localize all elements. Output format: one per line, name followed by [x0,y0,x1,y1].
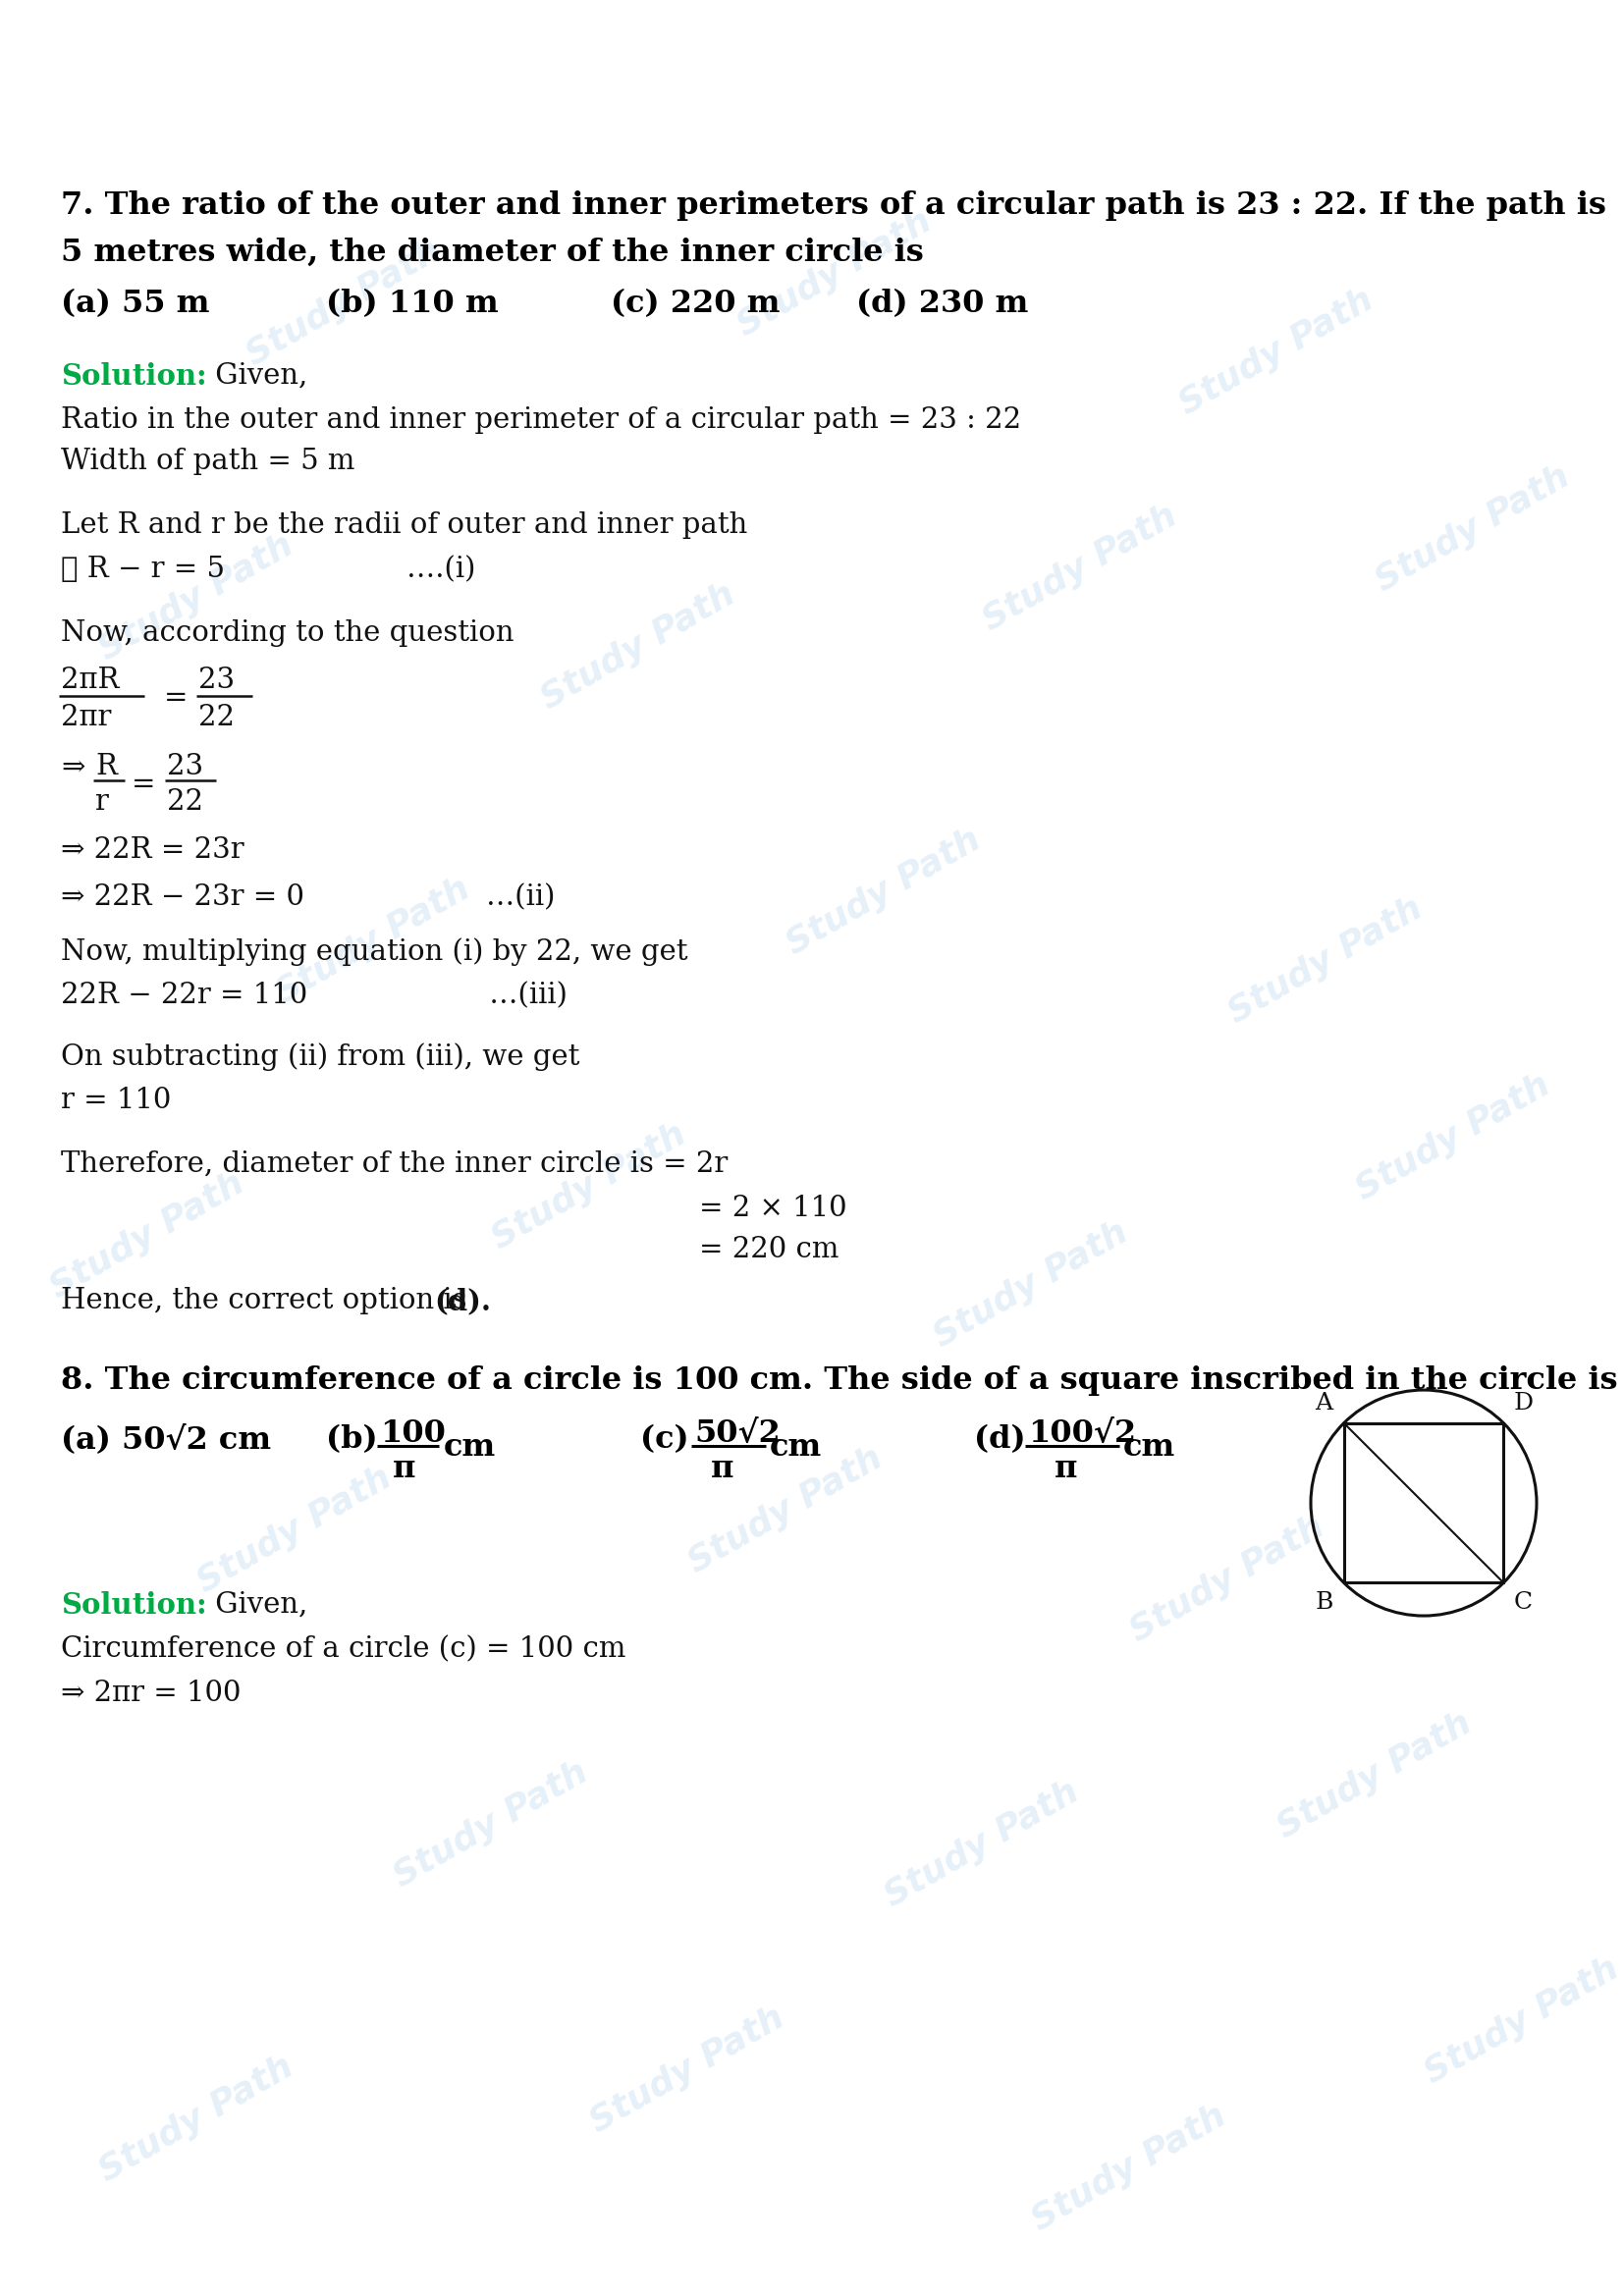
Text: 50√2: 50√2 [693,1419,781,1449]
Text: 2πR: 2πR [60,666,119,693]
Text: 100√2: 100√2 [1028,1419,1137,1449]
Text: Chapter 12: Areas Related to Circles: Chapter 12: Areas Related to Circles [505,122,1119,149]
Text: R: R [96,753,117,781]
Text: cm: cm [770,1433,822,1463]
Text: C: C [1514,1591,1533,1614]
Text: cm: cm [1124,1433,1176,1463]
Text: Hence, the correct option is: Hence, the correct option is [60,1288,476,1313]
Text: π: π [1054,1453,1078,1483]
Text: Study Path: Study Path [44,1166,250,1304]
Text: Study Path: Study Path [26,110,97,124]
Text: 23: 23 [198,666,235,693]
Text: Study Path: Study Path [978,498,1182,638]
Text: Circumference of a circle (c) = 100 cm: Circumference of a circle (c) = 100 cm [60,1635,625,1662]
Text: Study Path: Study Path [270,872,476,1010]
Text: cm: cm [443,1433,495,1463]
Text: 22: 22 [167,788,203,815]
Text: π: π [393,1453,416,1483]
Text: 100: 100 [380,1419,445,1449]
Text: On subtracting (ii) from (iii), we get: On subtracting (ii) from (iii), we get [60,1042,580,1070]
Text: (c): (c) [640,1424,689,1456]
Text: ⇒ 2πr = 100: ⇒ 2πr = 100 [60,1681,240,1708]
Text: Study Path: Study Path [585,2002,791,2140]
Text: (b): (b) [326,1424,378,1456]
Text: Study Path: Study Path [682,1442,888,1580]
Text: Now, multiplying equation (i) by 22, we get: Now, multiplying equation (i) by 22, we … [60,937,689,967]
Text: Study Path: Study Path [1369,459,1575,599]
Text: Study Path: Study Path [240,234,447,372]
Text: A: A [1315,1391,1333,1414]
Text: ⇒: ⇒ [60,753,84,781]
Text: (a) 55 m: (a) 55 m [60,289,209,319]
Text: = 220 cm: = 220 cm [698,1235,840,1263]
Text: π: π [711,1453,734,1483]
Text: Study Path: Study Path [536,579,741,716]
Text: Given,: Given, [206,1591,307,1619]
Text: ⇒ 22R − 23r = 0                    …(ii): ⇒ 22R − 23r = 0 …(ii) [60,884,555,912]
Text: Study Path: Study Path [93,2050,299,2188]
Text: (d): (d) [974,1424,1026,1456]
Text: Study Path: Study Path [1350,1068,1556,1208]
Text: Study Path: Study Path [1419,1952,1624,2089]
Text: Class - 10: Class - 10 [745,28,879,55]
Text: Solution:: Solution: [60,363,206,390]
Text: Study Path: Study Path [192,1460,398,1600]
Text: Given,: Given, [206,363,307,390]
Text: Width of path = 5 m: Width of path = 5 m [60,448,354,475]
Text: =: = [132,771,156,799]
Text: 8. The circumference of a circle is 100 cm. The side of a square inscribed in th: 8. The circumference of a circle is 100 … [60,1366,1618,1396]
Text: Study Path: Study Path [1124,1511,1330,1649]
Text: Study Path: Study Path [388,1756,594,1894]
Text: Page 5 of 37: Page 5 of 37 [726,2248,898,2275]
Text: Study Path: Study Path [879,1775,1085,1913]
Text: Maths – RD Sharma Solutions: Maths – RD Sharma Solutions [564,71,1060,99]
Text: Study Path: Study Path [486,1118,692,1256]
Text: ∴ R − r = 5                    ….(i): ∴ R − r = 5 ….(i) [60,556,476,583]
Text: (d).: (d). [434,1288,490,1316]
Text: Study Path: Study Path [1174,282,1379,422]
Text: Let R and r be the radii of outer and inner path: Let R and r be the radii of outer and in… [60,512,747,540]
Text: r: r [96,788,109,815]
Text: (b) 110 m: (b) 110 m [326,289,499,319]
Text: Study Path: Study Path [781,824,987,962]
Text: 23: 23 [167,753,203,781]
Text: Therefore, diameter of the inner circle is = 2r: Therefore, diameter of the inner circle … [60,1150,728,1178]
Text: 22R − 22r = 110                    …(iii): 22R − 22r = 110 …(iii) [60,983,567,1010]
Text: Ratio in the outer and inner perimeter of a circular path = 23 : 22: Ratio in the outer and inner perimeter o… [60,406,1021,434]
Text: 22: 22 [198,705,234,732]
Text: Study Path: Study Path [93,528,299,666]
Text: r = 110: r = 110 [60,1086,171,1114]
Text: (a) 50√2 cm: (a) 50√2 cm [60,1424,271,1456]
Text: Study Path: Study Path [1223,891,1429,1031]
Text: Now, according to the question: Now, according to the question [60,620,515,647]
Text: (c) 220 m: (c) 220 m [611,289,780,319]
Text: Solution:: Solution: [60,1591,206,1619]
Text: =: = [164,684,188,712]
Text: Study Path: Study Path [927,1217,1134,1355]
Text: = 2 × 110: = 2 × 110 [698,1194,848,1221]
Text: 5 metres wide, the diameter of the inner circle is: 5 metres wide, the diameter of the inner… [60,236,924,269]
Text: B: B [1315,1591,1333,1614]
Text: 7. The ratio of the outer and inner perimeters of a circular path is 23 : 22. If: 7. The ratio of the outer and inner peri… [60,191,1606,220]
Text: 2πr: 2πr [60,705,112,732]
Text: D: D [1514,1391,1533,1414]
Text: Study Path: Study Path [731,204,937,342]
Text: (d) 230 m: (d) 230 m [856,289,1028,319]
Text: ⇒ 22R = 23r: ⇒ 22R = 23r [60,836,244,863]
Text: Study Path: Study Path [1026,2099,1233,2239]
Text: Study Path: Study Path [1272,1706,1478,1846]
